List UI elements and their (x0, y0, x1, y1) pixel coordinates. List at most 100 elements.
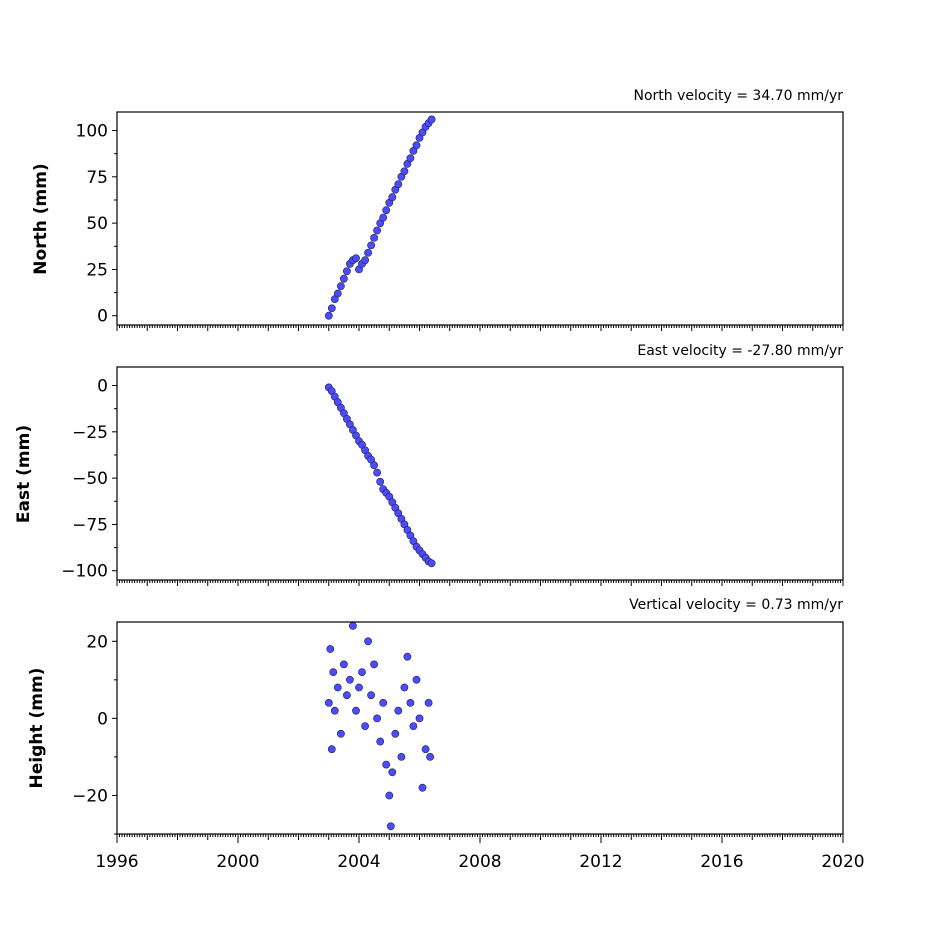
y-tick-label: −25 (72, 423, 108, 443)
data-point (412, 141, 421, 150)
data-point (376, 477, 385, 486)
data-point (373, 468, 381, 477)
east-points (324, 383, 436, 568)
data-point (394, 180, 403, 189)
data-point (394, 706, 403, 715)
height-ticks: −20 0 20 1996 2000 2004 2008 2012 2016 2020 (72, 632, 865, 872)
y-tick-label: 0 (97, 709, 108, 729)
y-tick-label: −50 (72, 469, 108, 489)
data-point (358, 668, 366, 676)
x-tick-label: 2000 (216, 852, 259, 872)
data-point (345, 675, 354, 684)
east-ticks: 0 −25 −50 −75 −100 (61, 377, 844, 586)
data-point (355, 683, 363, 692)
north-panel-title: North velocity = 34.70 mm/yr (633, 88, 843, 104)
data-point (342, 267, 351, 276)
data-point (324, 311, 333, 320)
y-tick-label: −75 (72, 515, 108, 535)
data-point (379, 699, 388, 707)
data-point (409, 722, 418, 730)
data-point (348, 622, 357, 630)
data-point (333, 289, 342, 298)
data-point (418, 783, 427, 792)
y-tick-label: −100 (61, 562, 108, 582)
data-point (379, 213, 388, 222)
data-point (406, 154, 415, 163)
east-plot-frame (116, 366, 844, 581)
data-point (339, 274, 348, 283)
data-point (327, 745, 336, 754)
data-point (370, 233, 378, 242)
height-panel-title: Vertical velocity = 0.73 mm/yr (629, 597, 843, 613)
data-point (342, 691, 351, 700)
north-points (324, 115, 436, 320)
data-point (336, 729, 345, 738)
data-point (370, 461, 378, 470)
height-plot-frame (116, 621, 844, 835)
height-points (324, 622, 434, 831)
data-point (364, 248, 372, 257)
data-point (352, 254, 360, 263)
data-point (385, 791, 394, 800)
data-point (364, 637, 372, 646)
y-tick-label: −20 (72, 786, 108, 806)
data-point (427, 559, 436, 568)
data-point (421, 745, 430, 754)
y-tick-label: 50 (86, 214, 108, 234)
data-point (367, 241, 375, 250)
data-point (361, 722, 369, 730)
north-panel: North velocity = 34.70 mm/yr North (mm) … (31, 88, 844, 331)
data-point (324, 699, 333, 707)
data-point (386, 822, 395, 831)
data-point (326, 645, 335, 653)
data-point (400, 167, 409, 176)
data-point (388, 768, 397, 777)
data-point (329, 668, 338, 676)
east-axis-label: East (mm) (14, 425, 34, 523)
y-tick-label: 20 (86, 632, 108, 652)
data-point (370, 660, 378, 669)
data-point (352, 706, 360, 715)
east-panel: East velocity = -27.80 mm/yr East (mm) 0… (14, 343, 844, 586)
data-point (426, 753, 434, 761)
y-tick-label: 0 (97, 377, 108, 397)
y-tick-label: 0 (97, 307, 108, 327)
north-plot-frame (116, 111, 844, 326)
x-tick-label: 2012 (579, 852, 622, 872)
data-point (397, 753, 406, 761)
data-point (403, 652, 412, 661)
data-point (339, 660, 348, 669)
data-point (330, 706, 339, 715)
height-axis-label: Height (mm) (27, 668, 47, 789)
data-point (327, 304, 336, 313)
x-tick-label: 2004 (337, 852, 380, 872)
x-tick-label: 2016 (700, 852, 743, 872)
data-point (376, 737, 385, 746)
data-point (406, 699, 415, 707)
data-point (415, 714, 424, 723)
data-point (361, 256, 369, 265)
x-tick-label: 2008 (458, 852, 501, 872)
data-point (336, 282, 345, 290)
data-point (373, 226, 381, 235)
data-point (382, 760, 391, 769)
data-point (388, 193, 397, 202)
data-point (412, 675, 421, 684)
data-point (424, 699, 433, 707)
data-point (400, 683, 409, 692)
y-tick-label: 25 (86, 260, 108, 280)
x-tick-label: 1996 (95, 852, 138, 872)
north-ticks: 0 25 50 75 100 (76, 122, 844, 331)
data-point (427, 115, 436, 124)
data-point (391, 729, 400, 738)
north-axis-label: North (mm) (31, 163, 51, 274)
data-point (382, 206, 391, 215)
data-point (367, 691, 375, 700)
data-point (333, 683, 342, 692)
y-tick-label: 100 (76, 122, 108, 142)
data-point (373, 714, 381, 723)
east-panel-title: East velocity = -27.80 mm/yr (637, 343, 843, 359)
height-panel: Vertical velocity = 0.73 mm/yr Height (m… (27, 597, 865, 872)
y-tick-label: 75 (86, 168, 108, 188)
